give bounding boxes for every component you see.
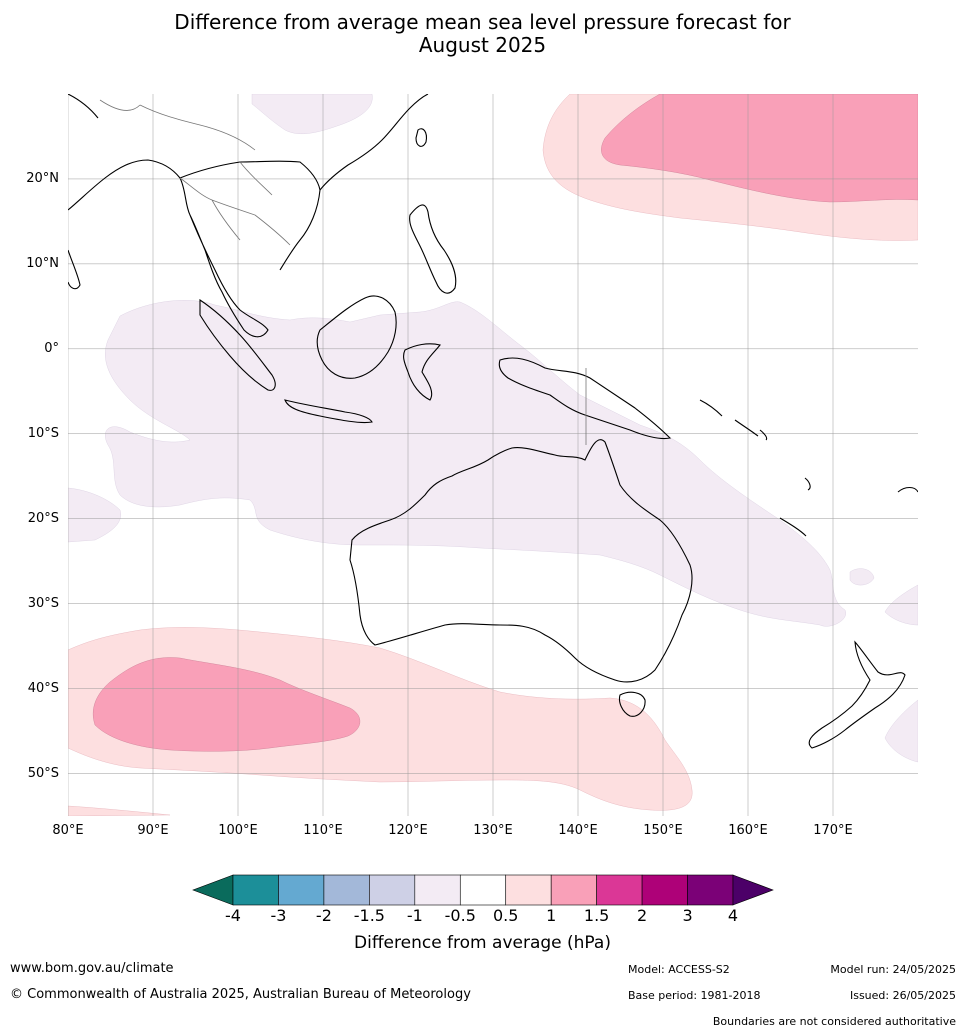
taiwan-coastline <box>415 128 427 147</box>
colorbar-swatch <box>369 874 416 906</box>
sumatra-coastline <box>199 298 276 391</box>
longitude-label: 90°E <box>137 823 169 838</box>
map-title-line2: August 2025 <box>418 33 547 57</box>
colorbar-swatch <box>232 874 279 906</box>
colorbar-tick-label: -0.5 <box>444 906 476 925</box>
colorbar-tick-label: -2 <box>315 906 332 925</box>
colorbar-swatch <box>550 874 597 906</box>
sulawesi-coastline <box>403 343 441 401</box>
political-boundaries <box>99 99 587 445</box>
latitude-label: 30°S <box>27 595 59 611</box>
pacific-islands-coastline <box>699 399 918 537</box>
java-coastline <box>284 399 373 424</box>
new-zealand-coastline <box>808 640 906 749</box>
anomaly-region-maritime-continent <box>105 300 846 627</box>
new-guinea-coastline <box>498 357 672 440</box>
map-title-line1: Difference from average mean sea level p… <box>174 10 791 34</box>
graticule <box>68 94 918 816</box>
anomaly-region-east-lavender <box>884 584 918 626</box>
coastlines <box>68 94 918 749</box>
colorbar-swatch <box>641 874 688 906</box>
colorbar-tick-label: 3 <box>682 906 693 925</box>
colorbar-swatch <box>459 874 507 906</box>
latitude-label: 50°S <box>27 765 59 781</box>
longitude-label: 100°E <box>218 823 258 838</box>
colorbar-tick-label: -4 <box>225 906 241 925</box>
model-run-text: Model run: 24/05/2025 <box>830 963 956 976</box>
longitude-label: 160°E <box>728 823 768 838</box>
asia-mainland-coastline <box>68 94 429 338</box>
anomaly-region-nz-lavender <box>884 699 918 763</box>
base-period-text: Base period: 1981-2018 <box>628 989 761 1002</box>
colorbar-swatch <box>505 874 552 906</box>
colorbar-tick-label: 0.5 <box>492 906 519 925</box>
colorbar-tick-label: 1 <box>546 906 557 925</box>
latitude-label: 40°S <box>27 680 59 696</box>
latitude-label: 20°N <box>26 170 59 186</box>
colorbar-swatch <box>596 874 643 906</box>
map-area <box>68 94 918 816</box>
colorbar-tick-label: -3 <box>270 906 287 925</box>
tasmania-coastline <box>618 691 646 717</box>
longitude-label: 110°E <box>303 823 343 838</box>
anomaly-region-small-lavender <box>849 568 875 586</box>
anomaly-region-north-pacific-core <box>601 94 918 203</box>
colorbar-low-extension <box>192 874 234 906</box>
colorbar-tick-label: 2 <box>636 906 648 925</box>
borneo-coastline <box>316 295 397 379</box>
boundaries-note: Boundaries are not considered authoritat… <box>712 1015 956 1028</box>
anomaly-region-north-lavender <box>251 94 373 134</box>
latitude-label: 0° <box>44 340 59 356</box>
colorbar <box>192 874 774 906</box>
anomaly-region-southwest-strip <box>68 805 171 816</box>
anomaly-region-southern-indian-core <box>92 657 361 752</box>
website-text: www.bom.gov.au/climate <box>10 961 174 976</box>
latitude-label: 20°S <box>27 510 59 526</box>
colorbar-tick-label: -1 <box>406 906 423 925</box>
india-coastline <box>68 94 99 290</box>
colorbar-swatch <box>323 874 370 906</box>
latitude-label: 10°S <box>27 425 59 441</box>
longitude-label: 130°E <box>473 823 513 838</box>
colorbar-swatch <box>278 874 325 906</box>
colorbar-tick-label: 1.5 <box>583 906 610 925</box>
colorbar-swatch <box>414 874 461 906</box>
longitude-label: 120°E <box>388 823 428 838</box>
colorbar-high-extension <box>732 874 774 906</box>
longitude-label: 150°E <box>643 823 683 838</box>
philippines-coastline <box>409 204 457 294</box>
copyright-text: © Commonwealth of Australia 2025, Austra… <box>10 987 471 1002</box>
longitude-label: 140°E <box>558 823 598 838</box>
colorbar-title: Difference from average (hPa) <box>354 933 611 953</box>
colorbar-tick-label: 4 <box>727 906 739 925</box>
latitude-label: 10°N <box>26 255 59 271</box>
australia-coastline <box>349 439 693 683</box>
model-text: Model: ACCESS-S2 <box>628 963 730 976</box>
issued-text: Issued: 26/05/2025 <box>849 989 956 1002</box>
colorbar-swatch <box>687 874 734 906</box>
anomaly-region-west-lavender <box>68 487 121 543</box>
colorbar-tick-label: -1.5 <box>353 906 385 925</box>
longitude-label: 170°E <box>813 823 853 838</box>
longitude-label: 80°E <box>52 823 84 838</box>
